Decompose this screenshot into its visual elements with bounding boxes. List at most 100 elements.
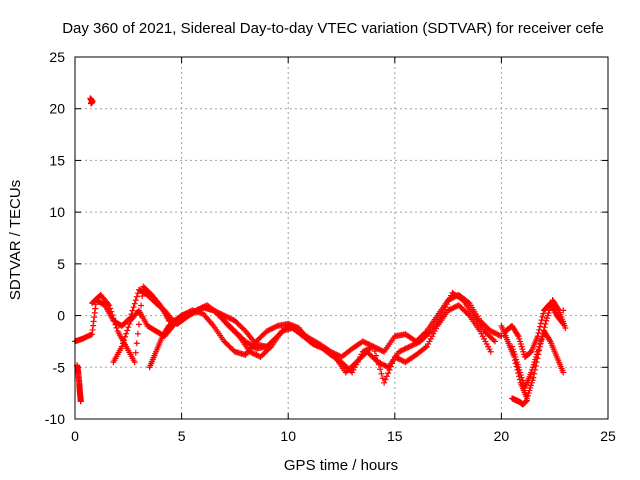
x-axis-label: GPS time / hours (284, 457, 398, 474)
data-point (370, 343, 377, 350)
y-tick-label: 0 (57, 308, 65, 324)
data-point (387, 363, 394, 370)
series-track-4 (146, 304, 292, 371)
data-point (269, 325, 276, 332)
data-point (413, 340, 420, 347)
data-point (227, 315, 234, 322)
data-point (131, 359, 138, 366)
data-point (560, 307, 567, 314)
data-point (490, 329, 497, 336)
data-point (444, 301, 451, 308)
data-point (396, 348, 403, 355)
data-point (363, 346, 370, 353)
data-point (195, 306, 202, 313)
data-point (397, 348, 404, 355)
data-point (306, 338, 313, 345)
data-point (401, 346, 408, 353)
data-point (397, 356, 404, 363)
data-point (311, 341, 318, 348)
y-tick-label: 5 (57, 256, 65, 272)
series-cluster-outlier (87, 95, 96, 107)
data-point (139, 293, 146, 300)
data-point (367, 344, 374, 351)
data-point (446, 306, 453, 313)
data-point (223, 313, 230, 320)
data-point (537, 320, 544, 327)
data-point (135, 321, 142, 328)
data-point (266, 326, 273, 333)
data-point (514, 331, 521, 338)
data-point (362, 339, 369, 346)
data-point (156, 300, 163, 307)
data-point (273, 323, 280, 330)
data-point (108, 308, 115, 315)
data-point (530, 374, 537, 381)
data-point (241, 326, 248, 333)
data-point (363, 340, 370, 347)
data-point (451, 304, 458, 311)
data-point (131, 300, 138, 307)
data-point (373, 344, 380, 351)
data-point (487, 348, 494, 355)
data-point (110, 315, 117, 322)
data-point (377, 346, 384, 353)
data-point (539, 313, 546, 320)
data-point (222, 313, 229, 320)
data-point (383, 373, 390, 380)
series-cluster-low (509, 395, 530, 408)
data-point (373, 352, 380, 359)
data-point (442, 304, 449, 311)
data-point (365, 341, 372, 348)
data-point (361, 348, 368, 355)
data-point (256, 353, 263, 360)
data-point (113, 324, 120, 331)
data-point (265, 327, 272, 334)
data-point (124, 327, 131, 334)
data-point (498, 333, 505, 340)
data-point (465, 311, 472, 318)
data-point (359, 338, 366, 345)
series-track-6 (502, 300, 567, 360)
data-point (87, 100, 94, 107)
data-point (446, 295, 453, 302)
data-point (229, 316, 236, 323)
data-point (191, 308, 198, 315)
data-point (253, 352, 260, 359)
data-point (270, 324, 277, 331)
data-point (492, 338, 499, 345)
data-point (194, 306, 201, 313)
data-point (112, 321, 119, 328)
data-point (391, 353, 398, 360)
data-point (263, 328, 270, 335)
y-tick-label: 20 (49, 101, 65, 117)
plot-frame (74, 56, 609, 420)
data-point (107, 305, 114, 312)
data-point (560, 320, 567, 327)
data-point (490, 337, 497, 344)
data-point (410, 341, 417, 348)
data-point (123, 330, 130, 337)
data-point (536, 326, 543, 333)
data-point (105, 300, 112, 307)
data-point (310, 340, 317, 347)
data-point (190, 308, 197, 315)
data-point (377, 366, 384, 373)
series-cluster-start (74, 362, 84, 405)
data-point (559, 319, 566, 326)
data-point (398, 357, 405, 364)
data-point (398, 347, 405, 354)
x-tick-label: 5 (178, 428, 186, 444)
data-point (193, 307, 200, 314)
data-point (109, 311, 116, 318)
data-point (537, 323, 544, 330)
y-tick-label: 25 (49, 49, 65, 65)
data-point (386, 366, 393, 373)
data-point (133, 340, 140, 347)
data-point (226, 315, 233, 322)
data-point (381, 362, 388, 369)
data-point (560, 369, 567, 376)
data-point (426, 329, 433, 336)
data-point (121, 337, 128, 344)
data-point (77, 398, 84, 405)
